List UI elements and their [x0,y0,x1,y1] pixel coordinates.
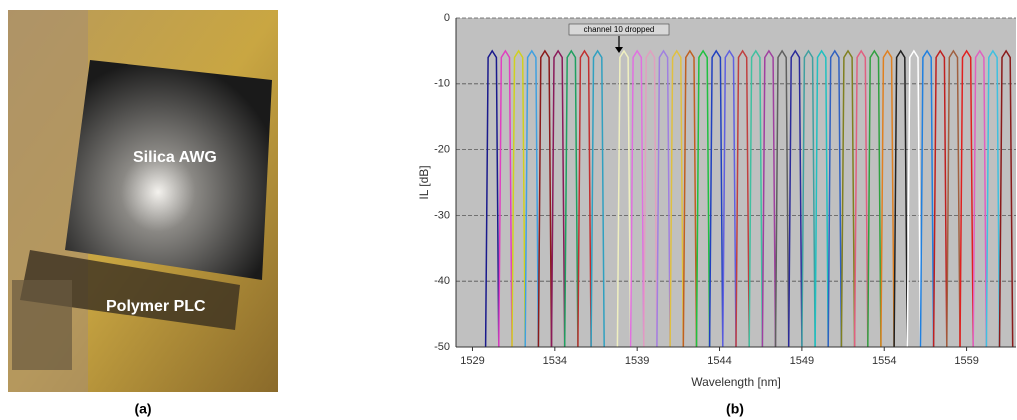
channel-line [959,49,974,348]
x-tick-label: 1554 [872,355,896,367]
annotation-arrowhead [615,47,623,53]
annotation: channel 10 dropped [584,25,655,34]
channel-line [695,49,711,348]
channel-line [537,49,553,348]
connector [12,280,72,370]
channel-line [484,49,500,348]
channel-line [722,49,737,348]
y-tick-label: -30 [434,209,450,221]
channel-line [682,49,698,348]
x-tick-label: 1544 [707,355,731,367]
channel-line [867,49,882,348]
plc-chip [20,250,240,330]
channel-line [932,49,948,348]
caption: (b) [726,401,744,417]
channel-line [827,49,843,348]
channel-line [774,49,790,348]
channel-line [590,49,605,348]
x-tick-label: 1534 [543,355,567,367]
channel-line [814,49,829,348]
y-tick-label: -40 [434,275,450,287]
channel-line [643,49,658,348]
channel-line [735,49,750,348]
awg-chip [65,60,272,280]
chart: 0 -10 -20 -30 -40 -50 1529 1534 1539 1544 1549 1554… [417,12,1016,389]
channel-line [985,49,1001,348]
channel-line [498,49,513,348]
x-axis-label: Wavelength [nm] [691,375,781,389]
channel-line [761,49,777,348]
channel-line [656,49,671,348]
channel-line [853,49,869,348]
channel-line [972,49,988,348]
y-tick-label: -50 [434,341,450,353]
y-axis-label: IL [dB] [417,165,431,199]
channel-line [524,49,540,348]
channel-line [550,49,566,348]
x-tick-label: 1559 [954,355,978,367]
photo: Silica AWG Polymer PLC [8,10,278,392]
y-tick-label: -20 [434,144,450,156]
channel-line [840,49,856,348]
annotation-box [568,23,670,36]
channel-line [616,49,632,348]
channel-line [708,49,724,348]
x-tick-label: 1529 [460,355,484,367]
channel-line [998,49,1014,348]
channel-line [629,49,645,348]
x-tick-label: 1539 [625,355,649,367]
channel-line [748,49,764,348]
x-tick-label: 1549 [790,355,814,367]
channel-line [563,49,579,348]
channel-line [880,49,895,348]
channel-line [801,49,816,348]
photo-label: Polymer PLC [106,298,206,315]
channel-line [787,49,803,348]
channel-line [906,49,922,348]
y-tick-label: 0 [444,12,450,24]
channel-line [893,49,909,348]
channel-line [919,49,935,348]
y-tick-label: -10 [434,78,450,90]
caption: (a) [134,401,151,417]
channel-line [669,49,685,348]
channel-line [946,49,961,348]
channel-line [511,49,526,348]
channel-line [577,49,592,348]
photo-label: Silica AWG [133,149,217,166]
